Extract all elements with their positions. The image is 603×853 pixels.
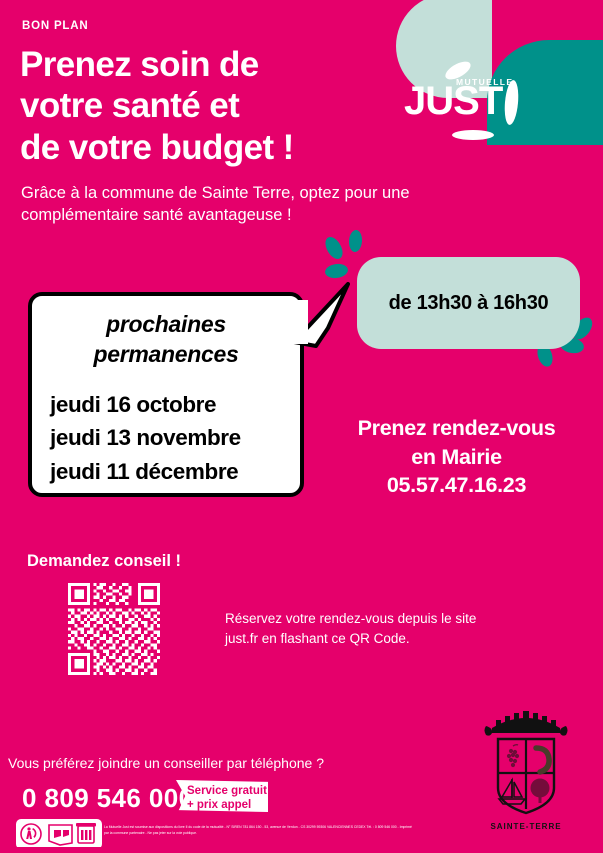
just-logo: MUTUELLE JUST (404, 57, 529, 142)
horseshoe-icon (533, 745, 552, 775)
advice-title: Demandez conseil ! (27, 552, 182, 570)
sainte-terre-coat-of-arms: SAINTE-TERRE (478, 706, 574, 836)
mural-crown-icon (484, 711, 568, 736)
petal-icon (324, 262, 349, 280)
logo-brand: JUST (404, 79, 503, 123)
triman-recycling-icon (20, 823, 42, 845)
page-title: Prenez soin de votre santé et de votre b… (20, 44, 420, 168)
legal-disclaimer: La Mutuelle Just est soumise aux disposi… (104, 825, 412, 835)
permanences-date-list: jeudi 16 octobre jeudi 13 novembre jeudi… (50, 388, 241, 488)
recycling-bin-icon (76, 823, 96, 844)
speech-bubble-tail (292, 282, 350, 348)
petal-icon (348, 229, 363, 253)
badge-line-2: + prix appel (187, 799, 252, 812)
permanences-title-line-2: permanences (93, 340, 239, 367)
leaf-icon (452, 130, 494, 140)
grapes-icon (506, 743, 520, 768)
list-item: jeudi 13 novembre (50, 425, 241, 451)
permanences-title: prochaines permanences (32, 310, 300, 370)
qr-instructions-line-1: Réservez votre rendez-vous depuis le sit… (225, 611, 477, 626)
headline-line-2: votre santé et (20, 86, 240, 126)
subheadline-line-1: Grâce à la commune de Sainte Terre, opte… (21, 184, 410, 202)
opening-hours-bubble: de 13h30 à 16h30 (357, 257, 580, 349)
crest-town-name: SAINTE-TERRE (490, 822, 562, 831)
subheadline: Grâce à la commune de Sainte Terre, opte… (21, 182, 581, 227)
kicker-label: BON PLAN (22, 20, 89, 32)
mint-decor-shape (396, 0, 492, 98)
logo-tagline: MUTUELLE (456, 77, 514, 87)
appointment-line-1: Prenez rendez-vous (357, 416, 556, 440)
subheadline-line-2: complémentaire santé avantageuse ! (21, 206, 292, 225)
appointment-block: Prenez rendez-vous en Mairie 05.57.47.16… (320, 414, 593, 500)
shield-outline (496, 737, 556, 815)
permanences-title-line-1: prochaines (106, 311, 226, 337)
footer-strip (0, 847, 603, 853)
eco-labels-group (16, 819, 102, 849)
paper-recycling-icon (48, 824, 73, 846)
headline-line-3: de votre budget ! (20, 127, 294, 167)
qr-code-icon[interactable] (68, 583, 160, 675)
badge-text: Service gratuit + prix appel (187, 784, 267, 812)
petal-icon (321, 234, 347, 262)
phone-question: Vous préférez joindre un conseiller par … (8, 755, 324, 771)
sailboat-icon (497, 777, 527, 805)
qr-instructions: Réservez votre rendez-vous depuis le sit… (225, 609, 515, 650)
appointment-line-2: en Mairie (411, 444, 502, 469)
tree-icon (530, 778, 550, 803)
free-service-badge: Service gratuit + prix appel (176, 780, 268, 812)
badge-line-1: Service gratuit (187, 785, 267, 797)
qr-instructions-line-2: just.fr en flashant ce QR Code. (225, 631, 410, 647)
list-item: jeudi 16 octobre (50, 392, 217, 417)
list-item: jeudi 11 décembre (50, 458, 239, 484)
badge-shape (176, 780, 268, 812)
support-phone-number[interactable]: 0 809 546 000 (22, 783, 194, 813)
appointment-phone[interactable]: 05.57.47.16.23 (386, 473, 527, 498)
headline-line-1: Prenez soin de (20, 45, 259, 84)
permanences-speech-bubble: prochaines permanences jeudi 16 octobre … (28, 292, 304, 497)
opening-hours-text: de 13h30 à 16h30 (388, 291, 549, 314)
